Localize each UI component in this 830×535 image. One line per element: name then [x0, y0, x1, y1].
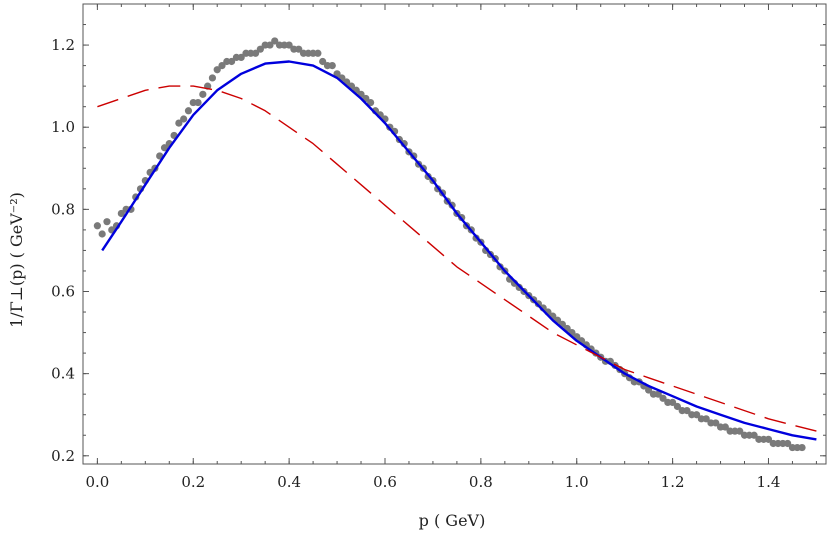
data-point — [683, 407, 691, 415]
x-axis-title: p ( GeV) — [419, 511, 486, 530]
data-point — [228, 57, 236, 66]
data-point — [285, 41, 293, 49]
data-point — [251, 49, 260, 57]
x-tick-label: 0.2 — [181, 473, 205, 491]
x-tick-label: 1.4 — [757, 473, 781, 491]
y-tick-label: 0.2 — [51, 447, 75, 465]
data-point — [160, 144, 169, 152]
data-point — [180, 115, 188, 123]
data-point — [702, 415, 710, 423]
x-tick-label: 0.4 — [277, 473, 301, 491]
data-point — [266, 41, 274, 49]
data-point — [184, 107, 193, 115]
data-point — [93, 222, 101, 230]
y-tick-label: 0.4 — [51, 365, 75, 383]
data-point — [208, 74, 217, 82]
data-point — [295, 45, 303, 53]
data-point — [659, 394, 667, 402]
data-point — [764, 435, 773, 443]
data-point — [218, 62, 226, 70]
x-tick-label: 1.0 — [565, 473, 589, 491]
data-point — [654, 390, 662, 398]
dashed-fit-curve — [97, 85, 817, 432]
data-point — [798, 443, 806, 452]
data-point — [199, 90, 207, 98]
plot-frame-border — [82, 3, 827, 465]
x-tick-label: 0.0 — [85, 473, 109, 491]
data-point — [712, 419, 720, 427]
data-point — [328, 62, 336, 70]
data-point — [750, 431, 758, 439]
fit-curves — [97, 60, 817, 441]
data-point — [117, 209, 125, 218]
y-tick-label: 1.2 — [51, 36, 75, 54]
data-point — [367, 98, 375, 107]
y-axis-ticks: 0.2 0.4 0.6 0.8 1.0 1.2 — [51, 24, 826, 465]
data-point — [669, 398, 677, 406]
data-point — [237, 53, 245, 61]
data-points — [93, 37, 806, 452]
data-point — [271, 37, 279, 45]
data-point — [256, 45, 264, 53]
solid-fit-curve — [101, 60, 817, 441]
plot-frame — [82, 3, 827, 465]
data-point — [736, 427, 744, 435]
data-point — [194, 98, 202, 107]
y-tick-label: 0.6 — [51, 283, 75, 301]
y-tick-label: 0.8 — [51, 200, 75, 218]
data-point — [175, 119, 183, 127]
data-point — [692, 411, 701, 419]
data-point — [645, 386, 653, 394]
x-tick-label: 0.6 — [373, 473, 397, 491]
y-tick-label: 1.0 — [51, 118, 75, 136]
data-point — [98, 230, 106, 238]
data-point — [721, 423, 729, 431]
data-point — [314, 49, 322, 57]
y-axis-title: 1/Γ⊥(p) ( GeV⁻²) — [7, 192, 26, 328]
data-point — [319, 57, 327, 66]
data-point — [103, 218, 111, 226]
x-tick-label: 1.2 — [661, 473, 685, 491]
data-point — [673, 402, 682, 411]
data-point — [784, 439, 792, 448]
x-axis-ticks: 0.0 0.2 0.4 0.6 0.8 1.0 1.2 1.4 — [85, 4, 817, 491]
data-point — [213, 66, 221, 74]
x-tick-label: 0.8 — [469, 473, 493, 491]
